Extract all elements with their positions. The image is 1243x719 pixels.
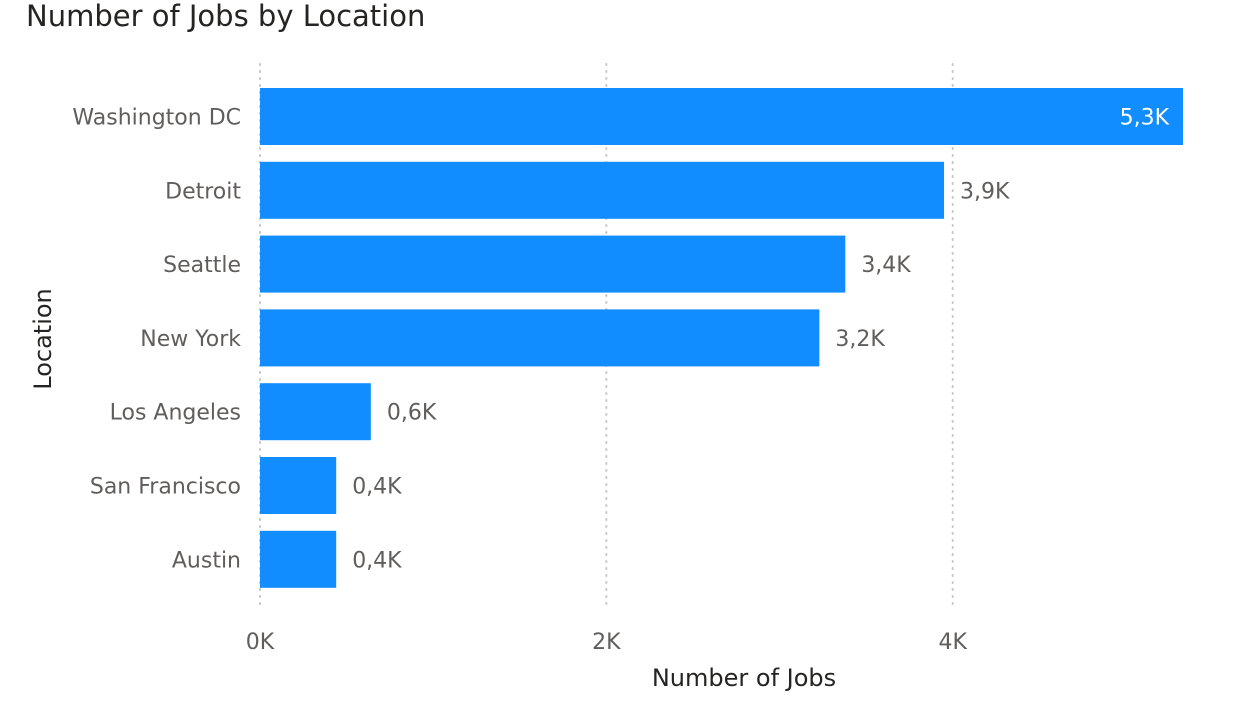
data-label: 3,2K [835, 327, 885, 352]
x-axis-title: Number of Jobs [652, 664, 836, 692]
data-label: 0,4K [352, 548, 402, 573]
category-label: New York [140, 327, 241, 352]
data-label: 3,4K [861, 253, 911, 278]
x-tick-label: 4K [938, 630, 967, 655]
category-labels: Washington DC Detroit Seattle New York Los A… [72, 106, 241, 574]
data-label: 0,4K [352, 475, 402, 500]
bar[interactable] [260, 161, 945, 219]
gridlines [259, 63, 954, 607]
bar[interactable] [260, 457, 337, 514]
data-label: 0,6K [387, 401, 437, 426]
data-label: 3,9K [960, 179, 1010, 204]
bar[interactable] [260, 530, 337, 588]
chart-title: Number of Jobs by Location [26, 0, 425, 33]
data-label: 5,3K [1120, 106, 1170, 131]
category-label: Seattle [163, 253, 241, 278]
y-axis-title: Location [29, 288, 57, 390]
bar[interactable] [260, 309, 820, 367]
category-label: Washington DC [72, 106, 241, 131]
bar[interactable] [260, 88, 1183, 145]
data-labels: 5,3K 3,9K 3,4K 3,2K 0,6K 0,4K 0,4K [352, 106, 1169, 574]
bars [260, 88, 1183, 588]
category-label: Austin [172, 548, 241, 573]
category-label: Detroit [165, 179, 241, 204]
x-tick-label: 0K [246, 630, 275, 655]
x-axis-ticks: 0K 2K 4K [246, 630, 968, 655]
category-label: Los Angeles [110, 401, 241, 426]
category-label: San Francisco [90, 475, 241, 500]
x-tick-label: 2K [592, 630, 621, 655]
bar[interactable] [260, 383, 371, 441]
bar[interactable] [260, 235, 846, 293]
